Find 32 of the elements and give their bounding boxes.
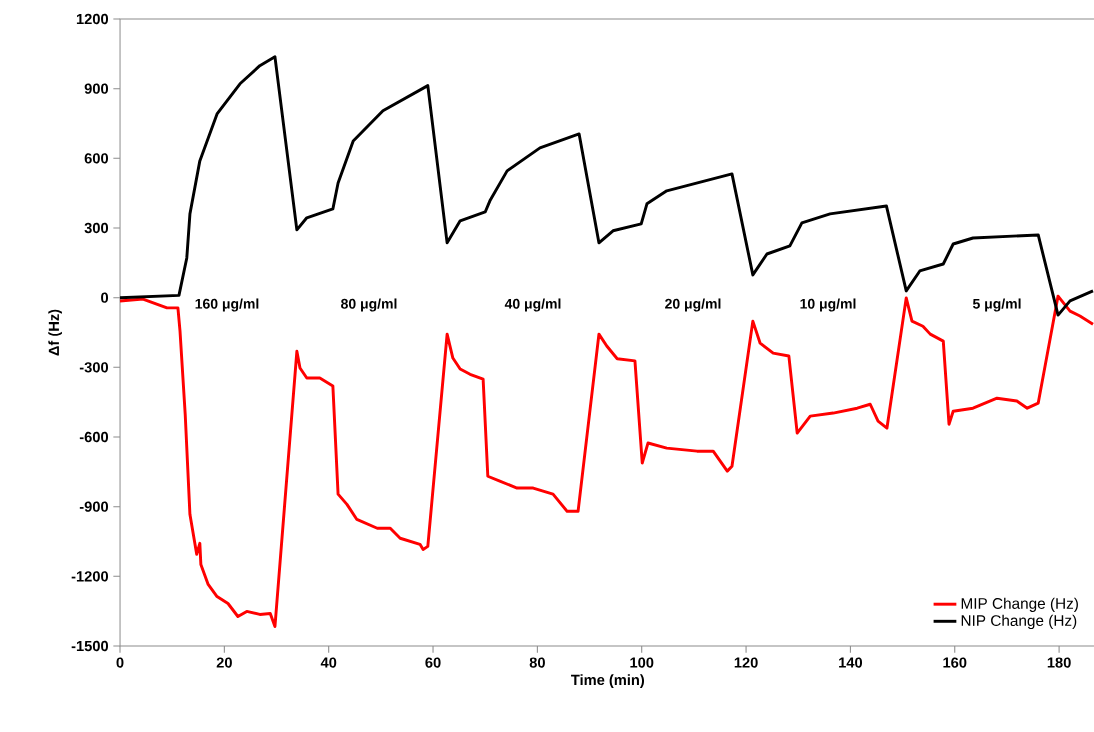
line-series (118, 294, 1094, 628)
line-series (118, 55, 1094, 317)
y-tick-label: 900 (84, 83, 109, 94)
annotation: 10 μg/ml (800, 298, 856, 312)
x-axis-title: Time (min) (571, 674, 645, 688)
x-tick-label: 0 (116, 657, 124, 668)
annotation: 40 μg/ml (504, 298, 561, 312)
x-tick-label: 100 (630, 657, 654, 668)
y-tick-label: 600 (84, 153, 109, 164)
y-axis-title: Δf (Hz) (48, 309, 62, 356)
x-tick-label: 180 (1047, 657, 1071, 668)
y-tick-label: 0 (101, 292, 109, 303)
x-tick-label: 160 (943, 657, 967, 668)
annotation: 5 μg/ml (972, 298, 1021, 312)
y-tick-label: 1200 (76, 13, 109, 25)
y-tick-label: -300 (79, 362, 109, 373)
y-tick-label: -600 (79, 431, 109, 443)
annotation: 20 μg/ml (665, 298, 721, 312)
x-tick-label: 80 (529, 657, 545, 668)
x-tick-label: 60 (425, 657, 441, 668)
x-tick-label: 40 (320, 657, 337, 668)
x-tick-label: 120 (734, 657, 758, 668)
y-tick-label: 300 (84, 222, 109, 234)
y-tick-label: -900 (79, 501, 109, 512)
y-tick-label: -1500 (71, 640, 109, 652)
legend-label: NIP Change (Hz) (961, 614, 1077, 630)
x-tick-label: 20 (216, 657, 232, 668)
annotation: 80 μg/ml (341, 298, 397, 312)
legend-label: MIP Change (Hz) (961, 597, 1078, 612)
y-tick-label: -1200 (71, 571, 109, 582)
annotation: 160 μg/ml (195, 298, 259, 312)
x-tick-label: 140 (839, 657, 863, 668)
